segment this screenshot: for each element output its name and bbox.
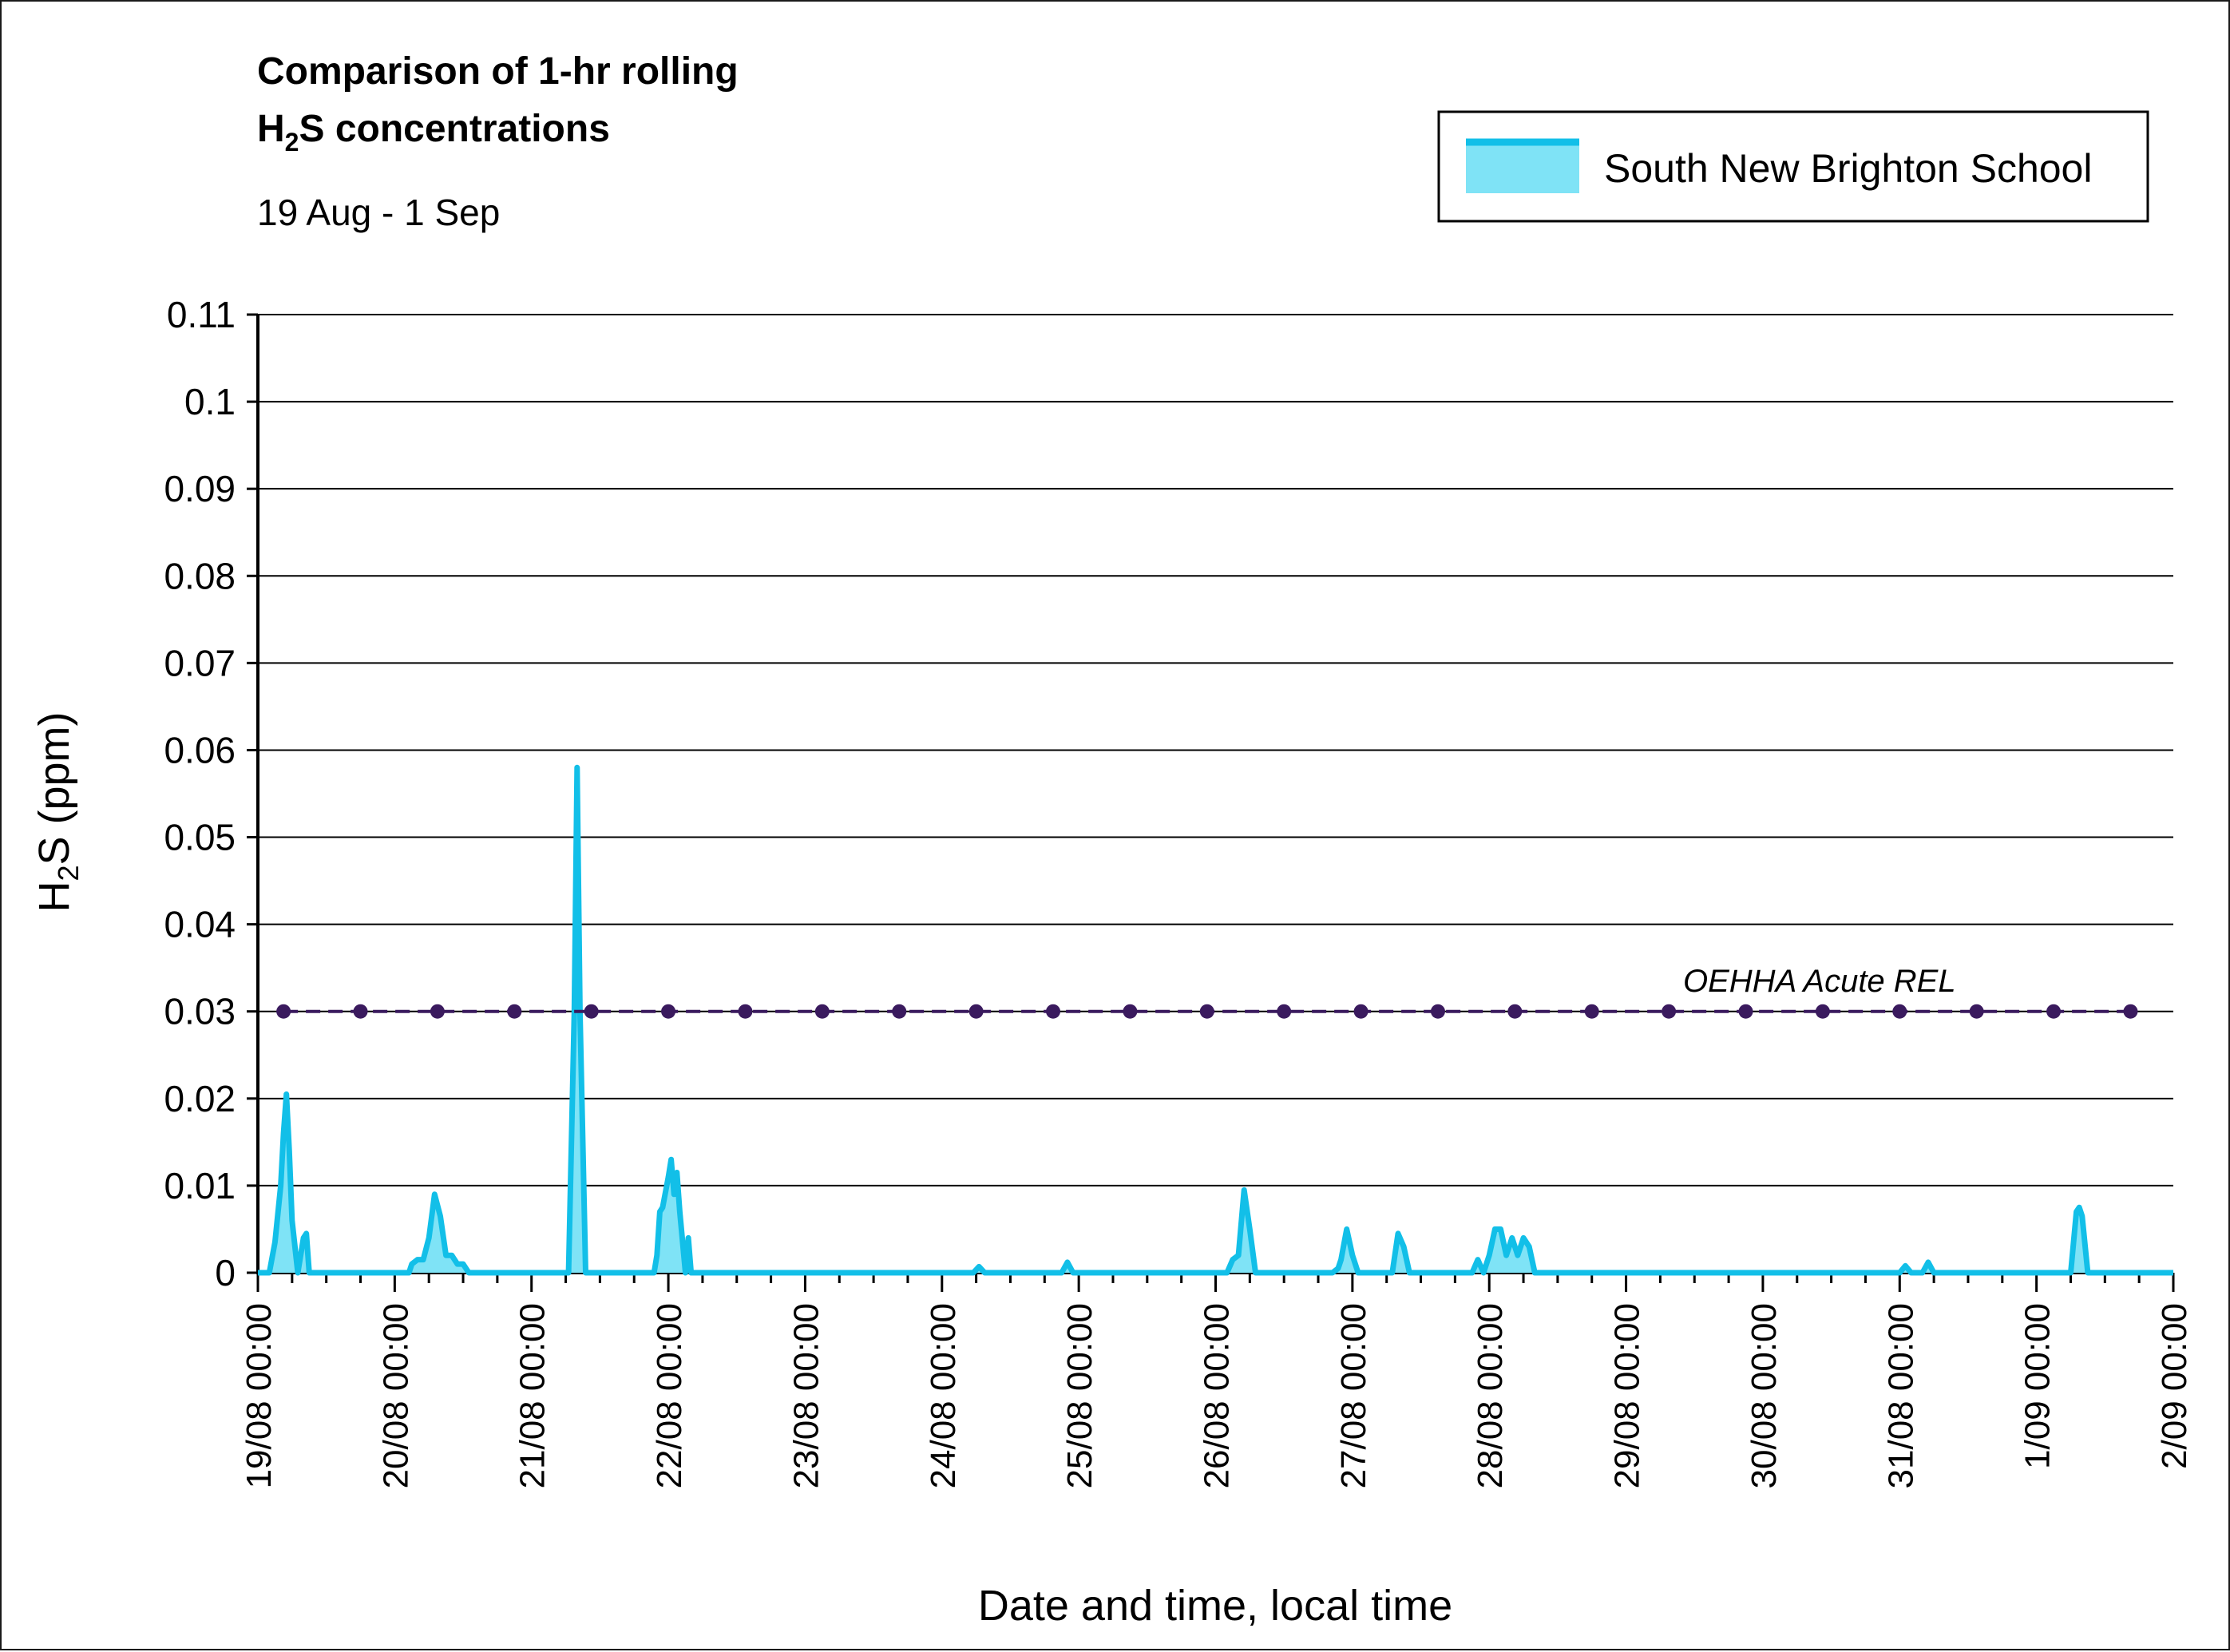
y-tick-label: 0 (215, 1252, 236, 1293)
legend: South New Brighton School (1437, 110, 2149, 223)
y-tick-labels: 0 0.01 0.02 0.03 0.04 0.05 0.06 0.07 0.08 0.09 0.1… (164, 294, 236, 1293)
rel-marker (430, 1004, 445, 1019)
x-tick-label: 23/08 00:00 (786, 1303, 826, 1488)
rel-marker (276, 1004, 291, 1019)
rel-marker (661, 1004, 676, 1019)
rel-marker (507, 1004, 522, 1019)
legend-swatch-fill (1466, 142, 1579, 193)
x-tick-label: 31/08 00:00 (1881, 1303, 1920, 1488)
x-tick-label: 1/09 00:00 (2018, 1303, 2058, 1469)
y-axis-label-sub: 2 (52, 866, 85, 881)
rel-marker (1277, 1004, 1292, 1019)
rel-marker (2123, 1004, 2138, 1019)
y-axis-label-h: H (30, 881, 78, 913)
rel-marker (1046, 1004, 1061, 1019)
x-tick-label: 27/08 00:00 (1334, 1303, 1373, 1488)
chart-title-line1: Comparison of 1-hr rolling (257, 50, 739, 93)
x-tick-labels: 19/08 00:00 20/08 00:00 21/08 00:00 22/08 0… (240, 1303, 2194, 1488)
y-axis-label-suffix: S (ppm) (30, 711, 78, 865)
x-tick-label: 28/08 00:00 (1471, 1303, 1510, 1488)
rel-marker (1199, 1004, 1214, 1019)
legend-label: South New Brighton School (1604, 146, 2092, 191)
rel-marker (1815, 1004, 1830, 1019)
rel-marker (1584, 1004, 1599, 1019)
rel-marker (1662, 1004, 1677, 1019)
rel-marker (968, 1004, 984, 1019)
y-tick-label: 0.1 (184, 381, 236, 422)
chart-title-line2: H2S concentrations (257, 108, 610, 156)
y-tick-label: 0.09 (164, 468, 236, 509)
y-axis-label: H2S (ppm) (30, 711, 85, 912)
x-tick-label: 25/08 00:00 (1060, 1303, 1099, 1488)
series-layer (258, 764, 2173, 1276)
series-area-south-new-brighton (258, 767, 2173, 1273)
rel-marker (1123, 1004, 1138, 1019)
series-line-south-new-brighton (258, 764, 2173, 1276)
rel-marker (1353, 1004, 1368, 1019)
rel-annotation: OEHHA Acute REL (1683, 964, 1956, 999)
grid-layer (247, 313, 2175, 1292)
y-tick-label: 0.01 (164, 1165, 236, 1206)
y-tick-label: 0.11 (167, 294, 236, 335)
y-tick-label: 0.03 (164, 991, 236, 1032)
y-tick-label: 0.06 (164, 729, 236, 771)
rel-marker (584, 1004, 599, 1019)
x-tick-label: 30/08 00:00 (1745, 1303, 1784, 1488)
rel-marker (1430, 1004, 1445, 1019)
x-tick-label: 2/09 00:00 (2155, 1303, 2194, 1469)
x-tick-label: 29/08 00:00 (1608, 1303, 1647, 1488)
y-tick-label: 0.02 (164, 1078, 236, 1119)
rel-marker (738, 1004, 753, 1019)
x-tick-label: 20/08 00:00 (376, 1303, 415, 1488)
x-tick-label: 19/08 00:00 (240, 1303, 279, 1488)
rel-marker (1738, 1004, 1753, 1019)
rel-layer (276, 1004, 2138, 1019)
rel-marker (1969, 1004, 1984, 1019)
rel-marker (2046, 1004, 2062, 1019)
x-axis-label: Date and time, local time (978, 1582, 1452, 1630)
rel-marker (1892, 1004, 1907, 1019)
y-tick-label: 0.04 (164, 904, 236, 945)
chart-title-suffix: S concentrations (299, 108, 609, 150)
rel-marker (892, 1004, 907, 1019)
x-tick-label: 21/08 00:00 (513, 1303, 553, 1488)
y-tick-label: 0.07 (164, 642, 236, 683)
rel-marker (353, 1004, 368, 1019)
chart-title-sub: 2 (285, 128, 299, 156)
chart-subtitle: 19 Aug - 1 Sep (257, 192, 500, 233)
rel-marker (1507, 1004, 1523, 1019)
rel-marker (814, 1004, 830, 1019)
chart-title-h: H (257, 108, 285, 150)
x-tick-label: 22/08 00:00 (650, 1303, 689, 1488)
x-tick-label: 24/08 00:00 (924, 1303, 963, 1488)
y-tick-label: 0.08 (164, 555, 236, 596)
y-tick-label: 0.05 (164, 817, 236, 858)
x-tick-label: 26/08 00:00 (1198, 1303, 1237, 1488)
